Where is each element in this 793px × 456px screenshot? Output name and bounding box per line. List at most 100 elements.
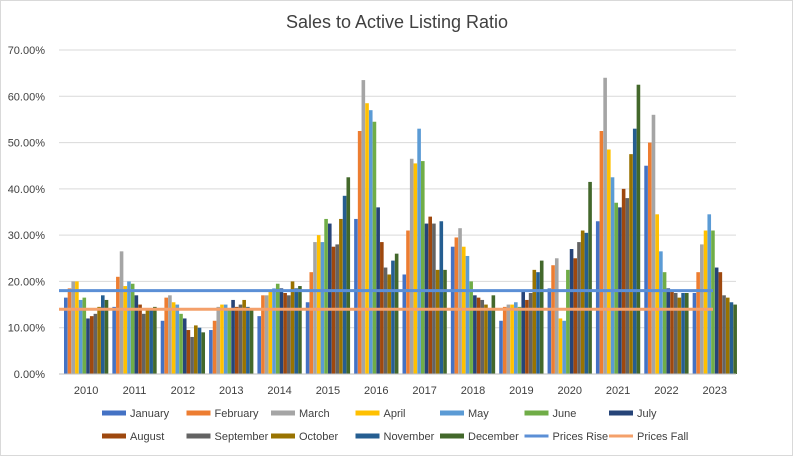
bar xyxy=(532,269,537,374)
bar xyxy=(659,251,663,374)
bar xyxy=(510,304,514,374)
x-tick-label: 2017 xyxy=(412,385,436,397)
bar xyxy=(257,316,262,374)
bar xyxy=(186,330,191,374)
bar xyxy=(703,230,708,374)
bar xyxy=(707,214,712,374)
bar xyxy=(566,269,570,374)
bar xyxy=(283,293,287,374)
bar xyxy=(476,297,481,374)
bar xyxy=(610,177,615,374)
legend-label: March xyxy=(299,408,330,420)
bar xyxy=(525,299,529,374)
bar xyxy=(528,293,533,374)
bar xyxy=(242,299,246,374)
bar xyxy=(75,281,79,374)
bar xyxy=(391,260,395,374)
bar xyxy=(651,114,656,375)
bar xyxy=(116,276,120,374)
legend-label: January xyxy=(130,408,170,420)
bar xyxy=(298,286,302,374)
bar xyxy=(711,230,715,374)
legend-item: August xyxy=(102,431,164,443)
bar xyxy=(197,327,202,374)
legend: January February March April May June July Augu… xyxy=(102,408,688,443)
bar xyxy=(647,142,652,374)
bar xyxy=(216,306,221,374)
bar xyxy=(413,163,418,374)
bar xyxy=(662,272,667,374)
bar xyxy=(275,283,280,374)
x-tick-label: 2018 xyxy=(461,385,485,397)
bar xyxy=(123,286,128,374)
bar xyxy=(603,77,607,375)
y-tick-label: 60.00% xyxy=(8,91,46,103)
bar xyxy=(294,288,299,374)
bar xyxy=(112,306,116,374)
bar xyxy=(394,253,399,374)
bar xyxy=(145,309,150,374)
bar xyxy=(354,218,358,374)
bar xyxy=(435,269,440,374)
bar xyxy=(272,288,276,374)
bar xyxy=(387,274,392,374)
bar xyxy=(684,293,689,374)
bar xyxy=(636,84,641,374)
legend-item: May xyxy=(440,408,489,420)
bar xyxy=(428,216,432,374)
bar xyxy=(209,330,213,374)
bar xyxy=(86,318,90,374)
bar xyxy=(562,320,566,374)
legend-label: April xyxy=(384,408,406,420)
bar xyxy=(432,223,436,374)
bar xyxy=(502,306,507,374)
x-tick-label: 2021 xyxy=(606,385,630,397)
bar xyxy=(287,295,291,374)
bar xyxy=(89,316,94,374)
bar xyxy=(339,218,343,374)
bar xyxy=(681,293,685,374)
bar xyxy=(134,295,139,374)
legend-item: January xyxy=(102,408,170,420)
bar xyxy=(227,309,232,374)
bar xyxy=(733,304,737,374)
bar xyxy=(168,295,172,374)
bar xyxy=(722,295,726,374)
bar xyxy=(644,165,648,374)
bar xyxy=(547,288,552,374)
bar xyxy=(465,255,470,374)
bar xyxy=(119,251,124,374)
bar xyxy=(625,198,630,374)
bar xyxy=(569,249,574,374)
bar xyxy=(78,299,83,374)
bar xyxy=(439,221,444,374)
bar xyxy=(149,309,153,374)
bar xyxy=(279,288,284,374)
bar xyxy=(365,103,369,374)
bar xyxy=(458,228,462,374)
bar xyxy=(599,131,604,374)
legend-item: February xyxy=(186,408,259,420)
bar xyxy=(673,293,678,374)
legend-item: October xyxy=(271,431,338,443)
legend-item: April xyxy=(355,408,406,420)
bar xyxy=(588,181,592,374)
bar xyxy=(499,320,503,374)
bar xyxy=(290,281,295,374)
legend-item: July xyxy=(609,408,657,420)
bar xyxy=(194,325,198,374)
x-tick-label: 2023 xyxy=(703,385,727,397)
bar xyxy=(234,306,239,374)
bar xyxy=(67,288,72,374)
legend-label: May xyxy=(468,408,489,420)
bar xyxy=(421,161,425,374)
bar xyxy=(357,131,362,374)
bar xyxy=(714,267,719,374)
bar xyxy=(368,110,373,375)
reference-lines xyxy=(59,289,713,311)
bar xyxy=(454,237,459,374)
bar xyxy=(264,295,269,374)
legend-label: December xyxy=(468,431,519,443)
bar xyxy=(424,223,429,374)
